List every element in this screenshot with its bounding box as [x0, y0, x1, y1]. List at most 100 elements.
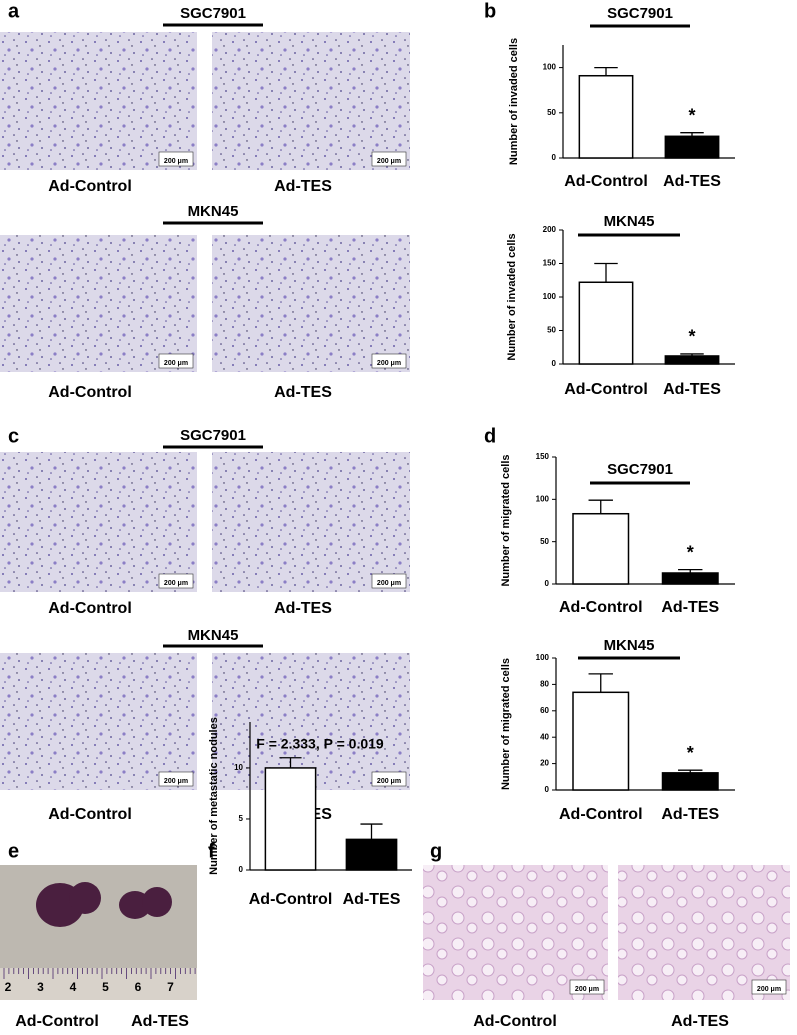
histology: [423, 865, 608, 1000]
x-tick-label: Ad-Control: [559, 599, 643, 616]
x-tick-label: Ad-TES: [661, 599, 719, 616]
scale-box: [158, 771, 194, 787]
panel-label: c: [8, 425, 19, 447]
y-tick-label: 0: [552, 153, 557, 162]
panel-label: d: [484, 425, 496, 447]
caption: Ad-Control: [473, 1013, 557, 1030]
bar: [264, 767, 317, 871]
scale-box: [158, 353, 194, 369]
scale-box: [371, 151, 407, 167]
y-tick-label: 10: [234, 763, 243, 772]
chart-title: MKN45: [604, 213, 655, 230]
micrograph: [0, 235, 197, 372]
caption: Ad-TES: [274, 384, 332, 401]
x-tick-label: Ad-TES: [343, 891, 401, 908]
scale-bar-label: 200 μm: [164, 360, 188, 367]
bar: [578, 281, 634, 365]
group-title: SGC7901: [180, 5, 246, 22]
y-axis-label: Number of invaded cells: [508, 38, 520, 165]
panel-label: b: [484, 0, 496, 22]
y-axis-label: Number of metastatic nodules: [208, 717, 220, 875]
scale-bar-label: 200 μm: [377, 778, 401, 785]
ruler-label: 2: [5, 980, 12, 994]
scale-bar-label: 200 μm: [164, 158, 188, 165]
bar: [664, 135, 720, 159]
group-title: MKN45: [188, 627, 239, 644]
scale-box: [158, 573, 194, 589]
y-tick-label: 100: [543, 63, 557, 72]
x-tick-label: Ad-TES: [661, 806, 719, 823]
y-tick-label: 150: [543, 259, 557, 268]
micrograph: [0, 452, 197, 592]
y-tick-label: 50: [547, 326, 556, 335]
micrograph: [0, 32, 197, 170]
annotation: F = 2.333, P = 0.019: [256, 736, 384, 752]
y-tick-label: 100: [543, 292, 557, 301]
micrograph: [0, 653, 197, 790]
micrograph: [212, 235, 410, 372]
scale-box: [569, 979, 605, 995]
annotation: *: [687, 743, 694, 763]
scale-box: [371, 353, 407, 369]
panel-label: f: [208, 840, 215, 862]
y-tick-label: 40: [540, 732, 549, 741]
scale-box: [158, 151, 194, 167]
scale-bar-label: 200 μm: [164, 580, 188, 587]
micrograph: [212, 452, 410, 592]
ruler-label: 4: [70, 980, 77, 994]
panel-label: g: [430, 840, 442, 862]
caption: Ad-Control: [48, 178, 132, 195]
tumor: [142, 887, 172, 917]
bar: [572, 512, 630, 585]
y-tick-label: 150: [536, 452, 550, 461]
ruler-label: 5: [102, 980, 109, 994]
x-tick-label: Ad-Control: [564, 381, 648, 398]
scale-bar-label: 200 μm: [164, 778, 188, 785]
y-tick-label: 50: [547, 108, 556, 117]
bar: [661, 572, 719, 585]
bar: [661, 772, 719, 791]
chart-title: SGC7901: [607, 5, 673, 22]
scale-box: [371, 771, 407, 787]
caption: Ad-TES: [274, 178, 332, 195]
x-tick-label: Ad-TES: [663, 173, 721, 190]
chart-title: MKN45: [604, 637, 655, 654]
ruler: [0, 968, 197, 1000]
y-tick-label: 0: [545, 579, 550, 588]
bar: [345, 838, 398, 871]
micrograph: [212, 32, 410, 170]
scale-bar-label: 200 μm: [575, 986, 599, 993]
y-tick-label: 50: [540, 537, 549, 546]
bar: [572, 691, 630, 791]
scale-bar-label: 200 μm: [757, 986, 781, 993]
scale-bar-label: 200 μm: [377, 360, 401, 367]
y-tick-label: 20: [540, 759, 549, 768]
annotation: *: [688, 327, 695, 347]
y-tick-label: 5: [239, 814, 244, 823]
y-axis-label: Number of invaded cells: [506, 233, 518, 360]
y-tick-label: 60: [540, 706, 549, 715]
caption: Ad-TES: [274, 600, 332, 617]
caption: Ad-Control: [48, 600, 132, 617]
y-tick-label: 0: [545, 785, 550, 794]
y-tick-label: 0: [552, 359, 557, 368]
scale-box: [751, 979, 787, 995]
y-tick-label: 200: [543, 225, 557, 234]
caption: Ad-Control: [48, 384, 132, 401]
y-axis-label: Number of migrated cells: [500, 454, 512, 586]
chart-title: SGC7901: [607, 461, 673, 478]
tumor: [69, 882, 101, 914]
scale-bar-label: 200 μm: [377, 158, 401, 165]
y-tick-label: 100: [536, 494, 550, 503]
annotation: *: [687, 542, 694, 562]
scale-box: [371, 573, 407, 589]
ruler-label: 6: [135, 980, 142, 994]
y-tick-label: 100: [536, 653, 550, 662]
x-tick-label: Ad-Control: [249, 891, 333, 908]
micrograph: [212, 653, 410, 790]
group-title: SGC7901: [180, 427, 246, 444]
caption: Ad-Control: [15, 1013, 99, 1030]
y-tick-label: 80: [540, 680, 549, 689]
scale-bar-label: 200 μm: [377, 580, 401, 587]
